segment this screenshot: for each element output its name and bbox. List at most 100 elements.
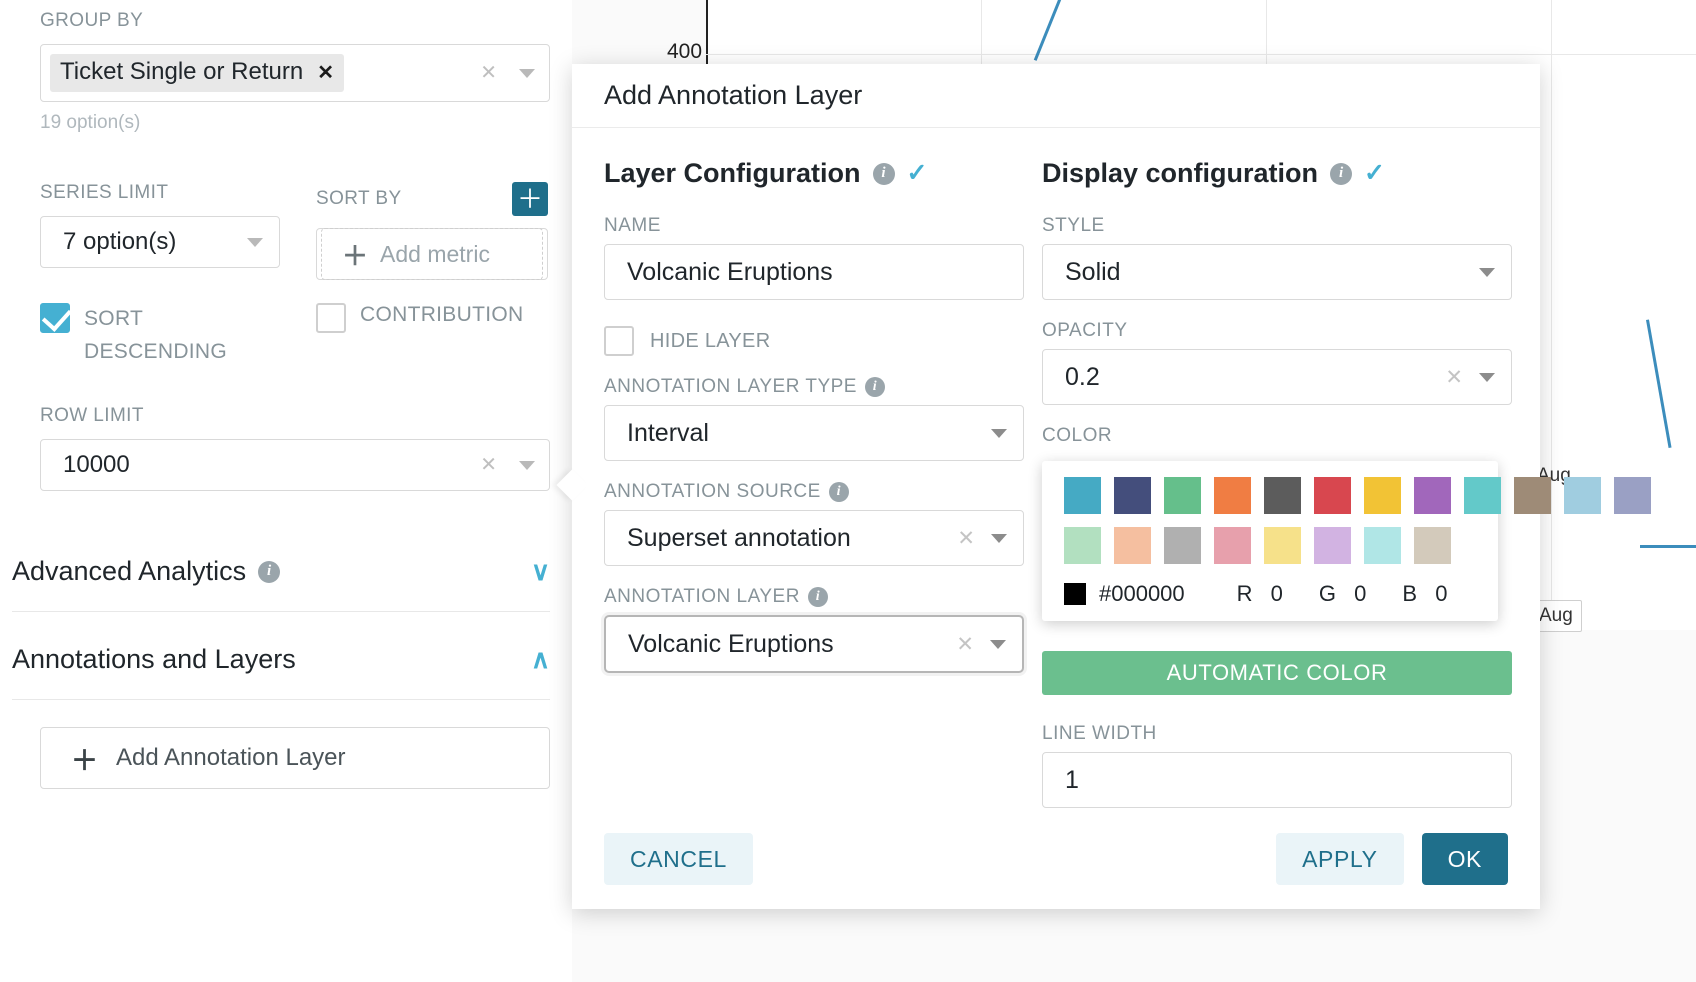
annotations-and-layers-section[interactable]: Annotations and Layers ∧ xyxy=(12,644,550,675)
chevron-down-icon[interactable] xyxy=(1479,267,1495,277)
annotation-layer-label-text: ANNOTATION LAYER xyxy=(604,586,800,607)
series-line-segment xyxy=(1646,319,1672,449)
red-value[interactable]: 0 xyxy=(1270,581,1283,606)
color-swatch-4[interactable] xyxy=(1214,477,1251,514)
color-swatch-7[interactable] xyxy=(1364,477,1401,514)
color-swatch-2[interactable] xyxy=(1114,477,1151,514)
color-swatch-6[interactable] xyxy=(1314,477,1351,514)
opacity-select[interactable]: 0.2 ✕ xyxy=(1042,349,1512,405)
info-icon[interactable]: i xyxy=(807,587,828,607)
gridline-vertical xyxy=(1551,0,1552,630)
info-icon[interactable]: i xyxy=(258,560,281,583)
chevron-down-icon[interactable] xyxy=(247,237,263,247)
color-swatch-9[interactable] xyxy=(1464,477,1501,514)
style-select[interactable]: Solid xyxy=(1042,244,1512,300)
name-input[interactable]: Volcanic Eruptions xyxy=(604,244,1024,300)
hide-layer-row[interactable]: HIDE LAYER xyxy=(604,326,1024,356)
chevron-down-icon[interactable] xyxy=(1479,372,1495,382)
opacity-label-text: OPACITY xyxy=(1042,320,1128,341)
hex-value[interactable]: #000000 xyxy=(1099,581,1185,606)
divider xyxy=(12,611,550,612)
row-limit-select[interactable]: 10000 ✕ xyxy=(40,439,550,491)
display-configuration-heading: Display configuration i ✓ xyxy=(1042,158,1512,189)
sort-descending-checkbox[interactable] xyxy=(40,303,70,333)
info-icon[interactable]: i xyxy=(828,482,849,502)
chevron-up-icon[interactable]: ∧ xyxy=(530,644,550,674)
name-label: NAME xyxy=(604,215,1024,237)
color-label-text: COLOR xyxy=(1042,425,1113,446)
add-annotation-layer-modal: Add Annotation Layer Layer Configuration… xyxy=(556,64,1651,909)
divider xyxy=(12,699,550,700)
clear-icon[interactable]: ✕ xyxy=(1445,365,1463,389)
annotation-layer-type-select[interactable]: Interval xyxy=(604,405,1024,461)
color-swatch-light-7[interactable] xyxy=(1364,527,1401,564)
style-value: Solid xyxy=(1065,257,1121,286)
modal-footer: CANCEL APPLY OK xyxy=(572,809,1540,909)
group-by-select[interactable]: Ticket Single or Return ✕ ✕ xyxy=(40,44,550,102)
clear-icon[interactable]: ✕ xyxy=(480,454,497,476)
layer-configuration-title: Layer Configuration xyxy=(604,158,861,188)
close-icon[interactable]: ✕ xyxy=(317,61,334,84)
color-swatch-row-1[interactable] xyxy=(1064,477,1651,514)
hide-layer-label: HIDE LAYER xyxy=(650,329,771,352)
color-swatch-light-1[interactable] xyxy=(1064,527,1101,564)
chevron-down-icon[interactable] xyxy=(519,460,535,470)
plus-icon: ＋ xyxy=(342,240,369,271)
color-swatch-light-3[interactable] xyxy=(1164,527,1201,564)
sort-by-field[interactable]: ＋ Add metric xyxy=(316,228,548,280)
clear-icon[interactable]: ✕ xyxy=(957,526,975,550)
color-picker-popover[interactable]: #000000 R 0 G 0 B 0 xyxy=(1042,461,1651,621)
color-swatch-light-4[interactable] xyxy=(1214,527,1251,564)
add-annotation-layer-button[interactable]: ＋ Add Annotation Layer xyxy=(40,727,550,789)
chevron-down-icon[interactable] xyxy=(991,533,1007,543)
clear-icon[interactable]: ✕ xyxy=(480,62,497,84)
hide-layer-checkbox[interactable] xyxy=(604,326,634,356)
apply-button[interactable]: APPLY xyxy=(1276,833,1404,885)
chevron-down-icon[interactable] xyxy=(991,428,1007,438)
chevron-down-icon[interactable] xyxy=(519,68,535,78)
info-icon[interactable]: i xyxy=(872,162,895,185)
add-sort-metric-button[interactable]: ＋ xyxy=(512,182,548,216)
color-swatch-12[interactable] xyxy=(1614,477,1651,514)
color-swatch-10[interactable] xyxy=(1514,477,1551,514)
color-swatch-5[interactable] xyxy=(1264,477,1301,514)
color-swatch-3[interactable] xyxy=(1164,477,1201,514)
current-color-swatch xyxy=(1064,583,1086,605)
contribution-checkbox[interactable] xyxy=(316,303,346,333)
annotation-layer-select[interactable]: Volcanic Eruptions ✕ xyxy=(604,615,1024,673)
sort-by-label: SORT BY xyxy=(316,188,402,209)
advanced-analytics-section[interactable]: Advanced Analytics i ∨ xyxy=(12,556,550,587)
series-limit-value: 7 option(s) xyxy=(63,228,177,255)
y-axis-tick-400: 400 xyxy=(667,40,703,63)
color-swatch-light-2[interactable] xyxy=(1114,527,1151,564)
line-width-input[interactable]: 1 xyxy=(1042,752,1512,808)
automatic-color-button[interactable]: AUTOMATIC COLOR xyxy=(1042,651,1512,695)
color-swatch-light-5[interactable] xyxy=(1264,527,1301,564)
green-value[interactable]: 0 xyxy=(1354,581,1367,606)
color-swatch-light-8[interactable] xyxy=(1414,527,1451,564)
blue-value[interactable]: 0 xyxy=(1435,581,1448,606)
group-by-options-hint: 19 option(s) xyxy=(40,112,141,133)
color-swatch-1[interactable] xyxy=(1064,477,1101,514)
ok-button[interactable]: OK xyxy=(1421,833,1508,885)
annotations-and-layers-title: Annotations and Layers xyxy=(12,644,296,674)
color-swatch-row-2[interactable] xyxy=(1064,527,1498,564)
display-configuration-title: Display configuration xyxy=(1042,158,1319,188)
clear-icon[interactable]: ✕ xyxy=(956,632,974,656)
annotation-source-select[interactable]: Superset annotation ✕ xyxy=(604,510,1024,566)
annotation-layer-type-label-text: ANNOTATION LAYER TYPE xyxy=(604,376,857,397)
line-width-label-text: LINE WIDTH xyxy=(1042,723,1157,744)
info-icon[interactable]: i xyxy=(1330,162,1353,185)
info-icon[interactable]: i xyxy=(864,377,885,397)
cancel-button[interactable]: CANCEL xyxy=(604,833,753,885)
chevron-down-icon[interactable] xyxy=(990,639,1006,649)
add-metric-button[interactable]: ＋ Add metric xyxy=(321,228,543,280)
group-by-tag[interactable]: Ticket Single or Return ✕ xyxy=(50,54,344,92)
line-width-value: 1 xyxy=(1065,765,1079,794)
series-limit-select[interactable]: 7 option(s) xyxy=(40,216,280,268)
chevron-down-icon[interactable]: ∨ xyxy=(530,556,550,586)
group-by-label: GROUP BY xyxy=(40,10,144,31)
color-swatch-light-6[interactable] xyxy=(1314,527,1351,564)
color-swatch-8[interactable] xyxy=(1414,477,1451,514)
color-swatch-11[interactable] xyxy=(1564,477,1601,514)
